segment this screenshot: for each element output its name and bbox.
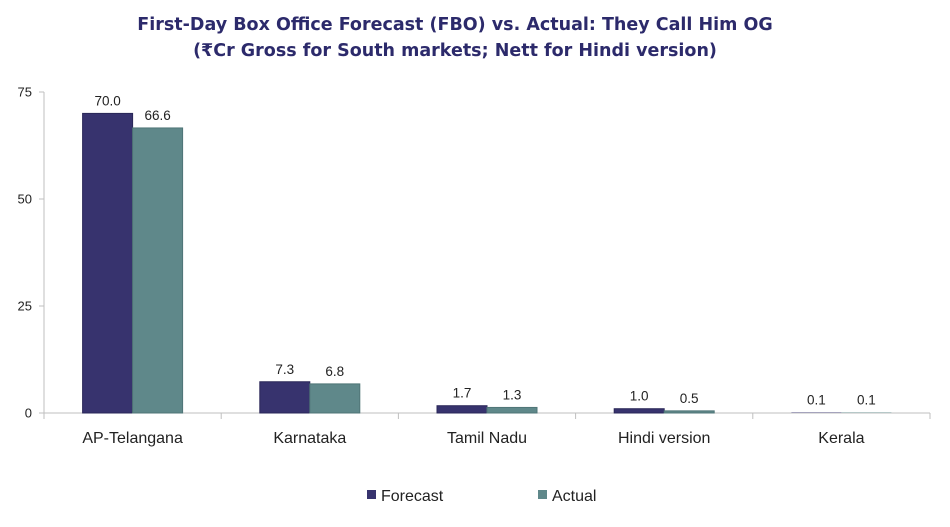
y-tick-label: 25: [18, 299, 32, 314]
data-label: 70.0: [94, 93, 120, 108]
bar-forecast: [260, 382, 310, 413]
category-label: AP-Telangana: [82, 430, 183, 447]
data-label: 1.0: [630, 389, 649, 404]
legend-label-actual: Actual: [552, 488, 596, 505]
category-label: Tamil Nadu: [447, 430, 527, 447]
legend-swatch-actual: [538, 490, 547, 499]
legend-swatch-forecast: [367, 490, 376, 499]
y-tick-label: 0: [25, 406, 32, 421]
category-label: Kerala: [818, 430, 864, 447]
legend-label-forecast: Forecast: [381, 488, 444, 505]
data-label: 1.3: [503, 387, 522, 402]
bars: 70.0 66.6 7.3 6.8 1.7 1.3 1.0 0.5 0.1 0.1: [83, 93, 892, 413]
chart-title: First-Day Box Office Forecast (FBO) vs. …: [137, 15, 772, 35]
data-label: 6.8: [325, 364, 344, 379]
data-label: 1.7: [453, 386, 472, 401]
data-label: 0.1: [807, 393, 826, 408]
y-tick-label: 75: [18, 85, 32, 100]
bar-actual: [310, 384, 360, 413]
category-label: Karnataka: [273, 430, 346, 447]
bar-actual: [664, 411, 714, 413]
bar-forecast: [83, 113, 133, 413]
legend: Forecast Actual: [367, 488, 596, 505]
data-label: 0.5: [680, 391, 699, 406]
y-tick-label: 50: [18, 192, 32, 207]
data-label: 0.1: [857, 393, 876, 408]
data-label: 66.6: [144, 108, 170, 123]
category-label: Hindi version: [618, 430, 710, 447]
data-label: 7.3: [275, 362, 294, 377]
bar-forecast: [614, 409, 664, 413]
bar-forecast: [437, 406, 487, 413]
bar-actual: [133, 128, 183, 413]
bar-actual: [487, 407, 537, 413]
chart-subtitle: (₹Cr Gross for South markets; Nett for H…: [193, 41, 717, 61]
